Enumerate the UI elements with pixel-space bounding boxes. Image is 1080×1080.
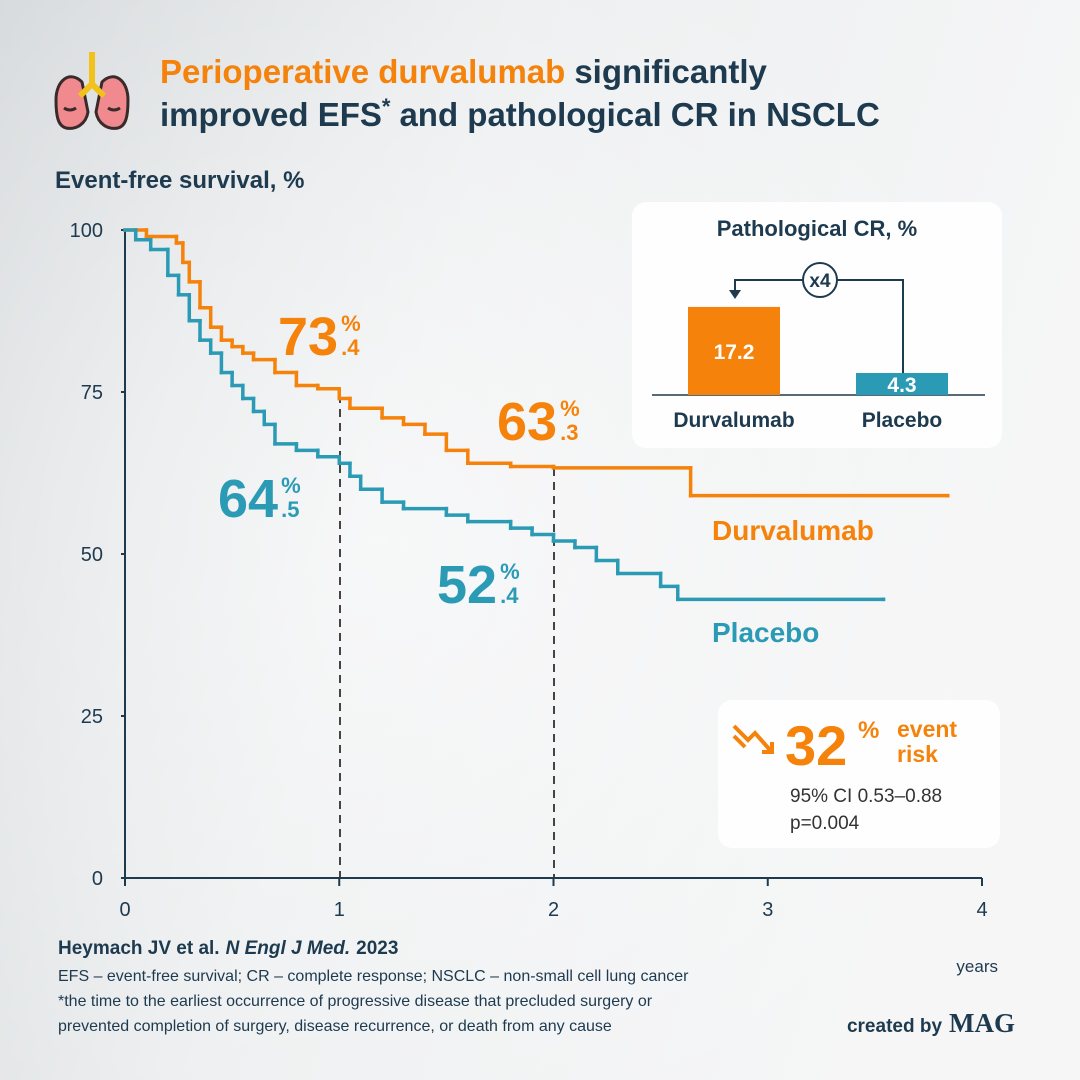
title-superscript: *: [382, 94, 391, 119]
annotation-value: 52: [437, 555, 497, 615]
hazard-label: event: [897, 716, 957, 742]
ratio-label: x4: [809, 271, 831, 292]
x-tick-label: 2: [548, 899, 559, 921]
x-tick-label: 0: [119, 899, 130, 921]
title-line-1: Perioperative durvalumab significantly: [160, 53, 768, 90]
footnote: *the time to the earliest occurrence of …: [58, 993, 653, 1010]
annotation-value: 63: [497, 392, 557, 452]
credit: created by MAG: [847, 1008, 1015, 1038]
ratio-arrowhead: [729, 290, 741, 299]
down-trend-icon: [732, 724, 774, 754]
annotation-percent: %: [341, 311, 361, 336]
annotation-decimal: .3: [560, 420, 578, 445]
y-tick-label: 25: [81, 706, 103, 728]
x-tick-label: 4: [976, 899, 987, 921]
x-tick-label: Placebo: [862, 409, 943, 432]
x-tick-label: 3: [762, 899, 773, 921]
annotation-decimal: .4: [500, 583, 519, 608]
y-tick-label: 100: [70, 220, 103, 242]
bar-value-label: 17.2: [714, 341, 755, 364]
inset-title: Pathological CR, %: [717, 216, 917, 241]
title-highlight: Perioperative durvalumab: [160, 53, 565, 90]
y-tick-label: 75: [81, 382, 103, 404]
brand: MAG: [949, 1008, 1015, 1038]
x-axis-title: years: [956, 957, 998, 976]
lung-icon: [54, 52, 130, 130]
series-label: Placebo: [712, 617, 819, 648]
y-axis-title: Event-free survival, %: [55, 167, 304, 194]
bar-value-label: 4.3: [887, 374, 916, 397]
annotation-percent: %: [500, 559, 520, 584]
bar: [856, 372, 948, 395]
annotation-percent: %: [281, 473, 301, 498]
annotation-decimal: .4: [341, 335, 360, 360]
hazard-panel: [718, 700, 1000, 848]
annotation-value: 64: [218, 469, 278, 529]
footnote: prevented completion of surgery, disease…: [58, 1018, 612, 1035]
title-text: significantly: [574, 53, 767, 90]
hazard-p: p=0.004: [790, 813, 860, 834]
survival-curve: [123, 228, 886, 602]
survival-curve: [123, 228, 950, 498]
x-tick-label: 1: [334, 899, 345, 921]
title-text: improved EFS: [160, 96, 382, 133]
annotation-decimal: .5: [281, 497, 299, 522]
citation-journal: N Engl J Med.: [226, 938, 351, 959]
annotation-percent: %: [560, 396, 580, 421]
credit-text: created by: [847, 1016, 942, 1037]
citation-year: 2023: [356, 938, 398, 959]
bar: [688, 306, 780, 395]
hazard-percent: %: [858, 717, 879, 744]
y-tick-label: 50: [81, 544, 103, 566]
hazard-label: risk: [897, 741, 938, 767]
annotation-value: 73: [278, 307, 338, 367]
y-tick-label: 0: [92, 868, 103, 890]
hazard-ci: 95% CI 0.53–0.88: [790, 786, 942, 807]
citation: Heymach JV et al. N Engl J Med. 2023: [58, 938, 398, 959]
ratio-arrow: [734, 279, 904, 373]
citation-authors: Heymach JV et al.: [58, 938, 220, 959]
title-text: and pathological CR in NSCLC: [399, 96, 879, 133]
hazard-value: 32: [785, 714, 847, 777]
series-label: Durvalumab: [712, 515, 874, 546]
title-line-2: improved EFS* and pathological CR in NSCL…: [160, 94, 880, 133]
ratio-badge: [802, 262, 838, 298]
x-tick-label: Durvalumab: [673, 409, 794, 432]
abbreviations: EFS – event-free survival; CR – complete…: [58, 968, 689, 985]
